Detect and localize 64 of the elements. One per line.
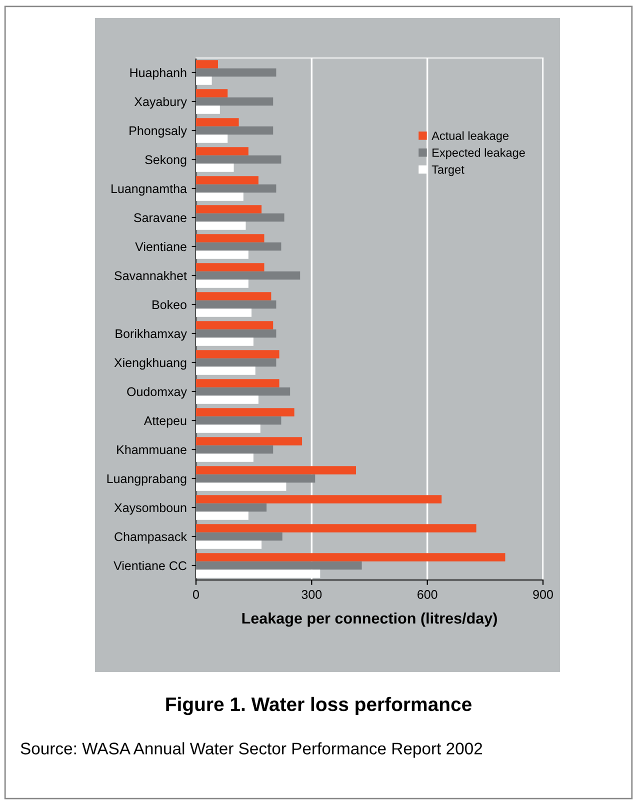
bar bbox=[196, 89, 228, 98]
bar bbox=[196, 126, 274, 135]
x-tick-label: 0 bbox=[193, 590, 199, 599]
y-tick-label: Khammuane bbox=[117, 444, 186, 454]
y-tick-label: Vientiane bbox=[135, 242, 186, 252]
bar bbox=[196, 263, 264, 272]
y-tick-label: Luangnamtha bbox=[112, 184, 187, 196]
bar bbox=[196, 532, 282, 541]
y-tick-label: Savannakhet bbox=[114, 270, 187, 280]
bar bbox=[196, 321, 274, 330]
x-tick-label: 300 bbox=[302, 590, 322, 599]
legend-label: Actual leakage bbox=[432, 131, 509, 142]
bar bbox=[196, 271, 300, 280]
bar bbox=[196, 242, 282, 251]
bar bbox=[196, 234, 264, 242]
bar bbox=[196, 524, 476, 532]
y-tick-label: Xiengkhuang bbox=[114, 358, 186, 370]
bar bbox=[196, 437, 302, 446]
y-tick-label: Borikhamxay bbox=[116, 328, 187, 341]
bar bbox=[196, 155, 282, 164]
bar bbox=[196, 292, 272, 300]
bar bbox=[196, 466, 356, 474]
legend-label: Expected leakage bbox=[432, 148, 525, 160]
y-tick-label: Saravane bbox=[134, 213, 186, 222]
y-tick-label: Oudomxay bbox=[127, 386, 187, 399]
bar bbox=[196, 495, 442, 504]
bar bbox=[196, 97, 274, 106]
bar bbox=[196, 350, 280, 358]
bar bbox=[196, 379, 280, 388]
bar bbox=[196, 561, 362, 570]
bar bbox=[196, 445, 274, 454]
bar bbox=[196, 176, 258, 184]
bar bbox=[196, 503, 267, 512]
y-tick-label: Luangprabang bbox=[107, 474, 186, 486]
bar bbox=[196, 474, 316, 483]
y-tick-label: Attepeu bbox=[144, 416, 186, 428]
legend-label: Target bbox=[432, 166, 464, 176]
bar bbox=[196, 553, 506, 562]
y-tick-label: Huaphanh bbox=[130, 68, 186, 80]
y-tick-label: Phongsaly bbox=[130, 126, 187, 138]
bar bbox=[196, 416, 282, 425]
bar bbox=[196, 387, 290, 396]
bar bbox=[196, 60, 218, 68]
text: Figure 1. Water loss performance bbox=[166, 696, 472, 716]
bar bbox=[196, 205, 262, 214]
source-note: Source: WASA Annual Water Sector Performance Report 2002 bbox=[20, 742, 482, 758]
bar bbox=[196, 408, 294, 416]
x-axis-title: Leakage per connection (litres/day) bbox=[242, 612, 497, 627]
bar bbox=[196, 118, 239, 126]
y-tick-label: Sekong bbox=[145, 154, 186, 167]
bar bbox=[196, 300, 276, 309]
bar bbox=[196, 184, 276, 193]
y-tick-label: Vientiane CC bbox=[114, 560, 186, 570]
bar bbox=[196, 213, 284, 222]
bar bbox=[196, 329, 276, 338]
bar bbox=[196, 358, 276, 367]
y-tick-label: Xaysomboun bbox=[114, 502, 186, 515]
y-tick-label: Champasack bbox=[114, 532, 187, 544]
x-tick-label: 900 bbox=[533, 590, 553, 599]
x-tick-label: 600 bbox=[418, 590, 438, 599]
bar bbox=[196, 147, 248, 156]
bar bbox=[196, 68, 276, 77]
y-tick-label: Xayabury bbox=[134, 96, 187, 109]
y-tick-label: Bokeo bbox=[152, 300, 186, 310]
